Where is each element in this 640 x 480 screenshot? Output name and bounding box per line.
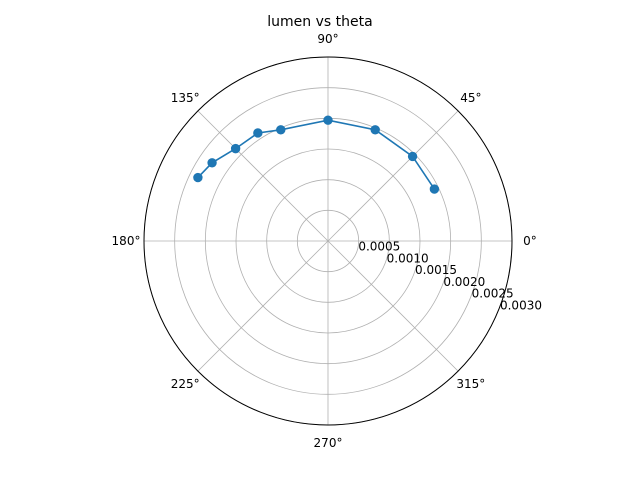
angular-tick-labels: 0° 45° 90° 135° 180° 225° 270° 315°	[112, 32, 537, 450]
data-point	[370, 125, 380, 135]
angular-tick-label: 90°	[317, 32, 338, 46]
chart-title: lumen vs theta	[267, 14, 372, 30]
radial-tick-label: 0.0030	[500, 298, 542, 312]
data-point	[207, 158, 217, 168]
angular-tick-label: 225°	[171, 377, 200, 391]
angular-gridline	[327, 110, 459, 242]
data-point	[276, 125, 286, 135]
angular-tick-label: 270°	[314, 436, 343, 450]
angular-gridline	[197, 110, 329, 242]
angular-tick-label: 180°	[112, 234, 141, 248]
angular-gridline	[327, 240, 459, 372]
radial-tick-label: 0.0010	[387, 251, 429, 265]
angular-tick-label: 315°	[456, 377, 485, 391]
data-point	[407, 151, 418, 162]
data-point	[253, 128, 263, 138]
radial-tick-label: 0.0020	[443, 275, 485, 289]
polar-grid	[143, 56, 513, 426]
angular-tick-label: 45°	[460, 91, 481, 105]
angular-gridline	[197, 240, 329, 372]
radial-tick-label: 0.0015	[415, 263, 457, 277]
radial-tick-label: 0.0025	[472, 287, 514, 301]
angular-tick-label: 135°	[171, 91, 200, 105]
data-point	[429, 184, 440, 194]
radial-tick-label: 0.0005	[358, 240, 400, 254]
angular-tick-label: 0°	[523, 234, 537, 248]
series-group	[193, 115, 440, 194]
series-line	[197, 119, 436, 190]
data-point	[323, 115, 333, 125]
polar-frame	[143, 56, 513, 426]
data-point	[193, 172, 203, 183]
data-point	[230, 143, 241, 154]
